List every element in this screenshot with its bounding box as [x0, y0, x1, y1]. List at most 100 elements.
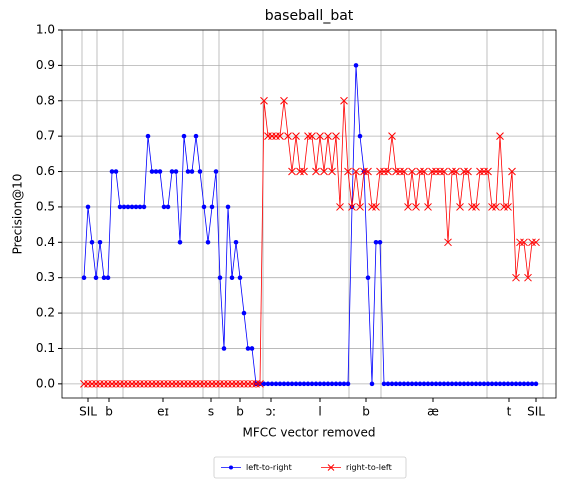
chart-title: baseball_bat	[265, 8, 354, 24]
x-tick-label: b	[362, 405, 370, 419]
marker	[317, 381, 323, 387]
marker	[169, 169, 175, 174]
marker	[445, 381, 451, 387]
marker	[316, 132, 324, 141]
marker	[165, 204, 171, 210]
marker	[472, 203, 480, 211]
marker	[524, 273, 532, 282]
marker	[133, 204, 139, 210]
marker	[321, 381, 327, 387]
marker	[153, 169, 159, 174]
x-tick-label: æ	[427, 405, 439, 419]
marker	[465, 381, 471, 387]
marker	[421, 381, 427, 387]
y-tick-label: 0.3	[36, 270, 55, 284]
marker	[532, 238, 540, 247]
marker	[141, 204, 147, 210]
marker	[201, 204, 207, 210]
marker	[388, 132, 396, 141]
marker	[385, 381, 391, 387]
y-axis-label: Precision@10	[11, 174, 25, 255]
marker	[145, 133, 151, 139]
marker	[105, 275, 111, 280]
y-tick-label: 0.8	[36, 93, 55, 107]
marker	[341, 381, 347, 387]
marker	[444, 238, 452, 247]
marker	[101, 275, 107, 280]
marker	[137, 204, 143, 210]
marker	[404, 203, 412, 211]
x-tick-label: l	[318, 405, 321, 419]
marker	[85, 204, 91, 210]
marker	[485, 381, 491, 387]
marker	[269, 381, 275, 387]
marker	[513, 381, 519, 387]
marker	[293, 381, 299, 387]
marker	[517, 381, 523, 387]
legend-box	[213, 456, 407, 479]
marker	[297, 381, 303, 387]
x-tick-label: SIL	[527, 405, 545, 419]
marker	[348, 203, 356, 211]
marker	[437, 381, 443, 387]
marker	[320, 167, 328, 176]
marker	[261, 381, 267, 387]
marker	[389, 381, 395, 387]
marker	[328, 167, 336, 176]
marker	[276, 132, 284, 141]
marker	[312, 167, 320, 176]
y-tick-label: 0.5	[36, 199, 55, 213]
marker	[405, 381, 411, 387]
marker	[237, 275, 243, 280]
marker	[372, 203, 380, 211]
marker	[353, 63, 359, 68]
marker	[509, 381, 515, 387]
marker	[369, 381, 375, 387]
marker	[332, 132, 340, 141]
legend-label: left-to-right	[246, 463, 292, 472]
legend-marker	[229, 465, 233, 470]
marker	[93, 275, 99, 280]
marker	[213, 169, 219, 174]
marker	[157, 169, 163, 174]
marker	[529, 381, 535, 387]
marker	[129, 204, 135, 210]
x-tick-label: b	[105, 405, 113, 419]
marker	[161, 204, 167, 210]
marker	[469, 381, 475, 387]
x-tick-label: eɪ	[157, 405, 169, 419]
marker	[357, 133, 363, 139]
marker	[412, 203, 420, 211]
marker	[324, 132, 332, 141]
marker	[456, 203, 464, 211]
marker	[333, 381, 339, 387]
series-line	[83, 65, 536, 385]
marker	[121, 204, 127, 210]
marker	[289, 381, 295, 387]
marker	[429, 381, 435, 387]
marker	[260, 96, 268, 105]
marker	[508, 167, 516, 176]
marker	[344, 167, 352, 176]
marker	[464, 167, 472, 176]
marker	[401, 381, 407, 387]
marker	[300, 167, 308, 176]
marker	[249, 346, 255, 351]
marker	[288, 167, 296, 176]
legend-marker	[327, 464, 335, 471]
marker	[277, 381, 283, 387]
marker	[233, 240, 239, 245]
marker	[229, 275, 235, 280]
marker	[256, 379, 264, 388]
marker	[340, 96, 348, 105]
marker	[241, 310, 247, 316]
marker	[301, 381, 307, 387]
marker	[497, 381, 503, 387]
x-tick-label: ɔː	[266, 405, 277, 419]
marker	[284, 132, 292, 141]
plot-frame	[61, 29, 557, 399]
marker	[512, 273, 520, 282]
marker	[481, 381, 487, 387]
y-tick-label: 0.0	[36, 376, 55, 390]
